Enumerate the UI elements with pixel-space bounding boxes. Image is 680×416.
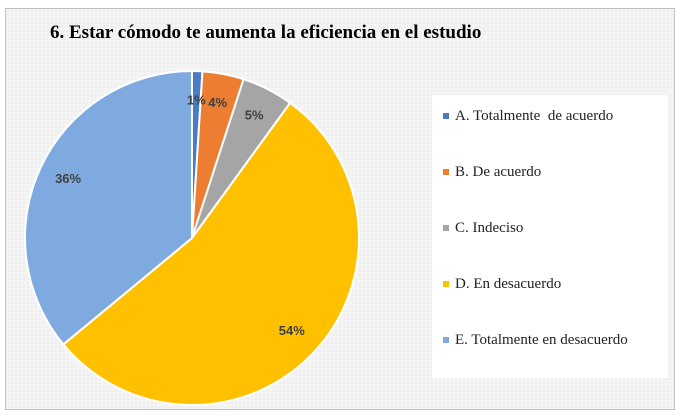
pie-slice <box>61 101 360 406</box>
legend-swatch <box>443 169 449 175</box>
data-label: 1% <box>187 93 206 108</box>
data-label: 5% <box>245 107 264 122</box>
legend-swatch <box>443 337 449 343</box>
data-label: 4% <box>208 95 227 110</box>
legend-label: A. Totalmente de acuerdo <box>455 108 614 124</box>
legend-label: B. De acuerdo <box>455 164 542 180</box>
legend: A. Totalmente de acuerdo B. De acuerdo C. … <box>432 95 668 378</box>
data-label: 36% <box>55 171 81 186</box>
data-label: 54% <box>279 323 305 338</box>
legend-swatch <box>443 281 449 287</box>
legend-label: C. Indeciso <box>455 220 524 236</box>
legend-swatch <box>443 225 449 231</box>
legend-swatch <box>443 113 449 119</box>
chart-title: 6. Estar cómodo te aumenta la eficiencia… <box>50 22 481 43</box>
legend-label: D. En desacuerdo <box>455 276 562 292</box>
pie-slice <box>24 69 193 346</box>
legend-label: E. Totalmente en desacuerdo <box>455 332 628 348</box>
